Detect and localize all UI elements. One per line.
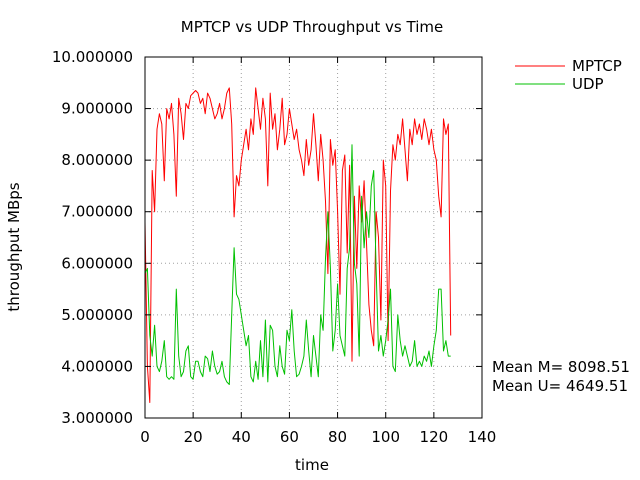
y-tick-label: 4.000000 [61, 357, 133, 375]
y-axis-label: throughput MBps [5, 182, 23, 311]
y-tick-label: 10.000000 [52, 48, 133, 66]
plot-frame [144, 56, 483, 419]
legend-label-mptcp: MPTCP [572, 57, 622, 75]
legend-label-udp: UDP [572, 75, 604, 93]
series-line-udp [144, 144, 451, 385]
mean-annotation: Mean M= 8098.51 [492, 358, 630, 376]
x-tick-label: 120 [420, 428, 449, 446]
chart-title: MPTCP vs UDP Throughput vs Time [181, 18, 443, 36]
x-tick-label: 0 [140, 428, 150, 446]
y-tick-label: 8.000000 [61, 151, 133, 169]
series-line-mptcp [144, 87, 452, 403]
mean-annotation: Mean U= 4649.51 [492, 377, 628, 395]
x-axis-label: time [295, 456, 329, 474]
y-tick-label: 9.000000 [61, 100, 133, 118]
x-tick-label: 40 [232, 428, 251, 446]
axis-tick-labels: 0 20 40 60 80 100 120 140 3.000000 4.000000 5.0000… [52, 48, 496, 446]
x-tick-label: 140 [468, 428, 497, 446]
y-tick-label: 7.000000 [61, 203, 133, 221]
x-tick-label: 80 [328, 428, 347, 446]
y-tick-label: 6.000000 [61, 254, 133, 272]
axis-ticks [144, 56, 483, 419]
x-tick-label: 20 [184, 428, 203, 446]
series-lines [144, 87, 452, 403]
grid-lines [145, 57, 482, 418]
y-tick-label: 5.000000 [61, 306, 133, 324]
x-tick-label: 60 [280, 428, 299, 446]
x-tick-label: 100 [371, 428, 400, 446]
y-tick-label: 3.000000 [61, 409, 133, 427]
